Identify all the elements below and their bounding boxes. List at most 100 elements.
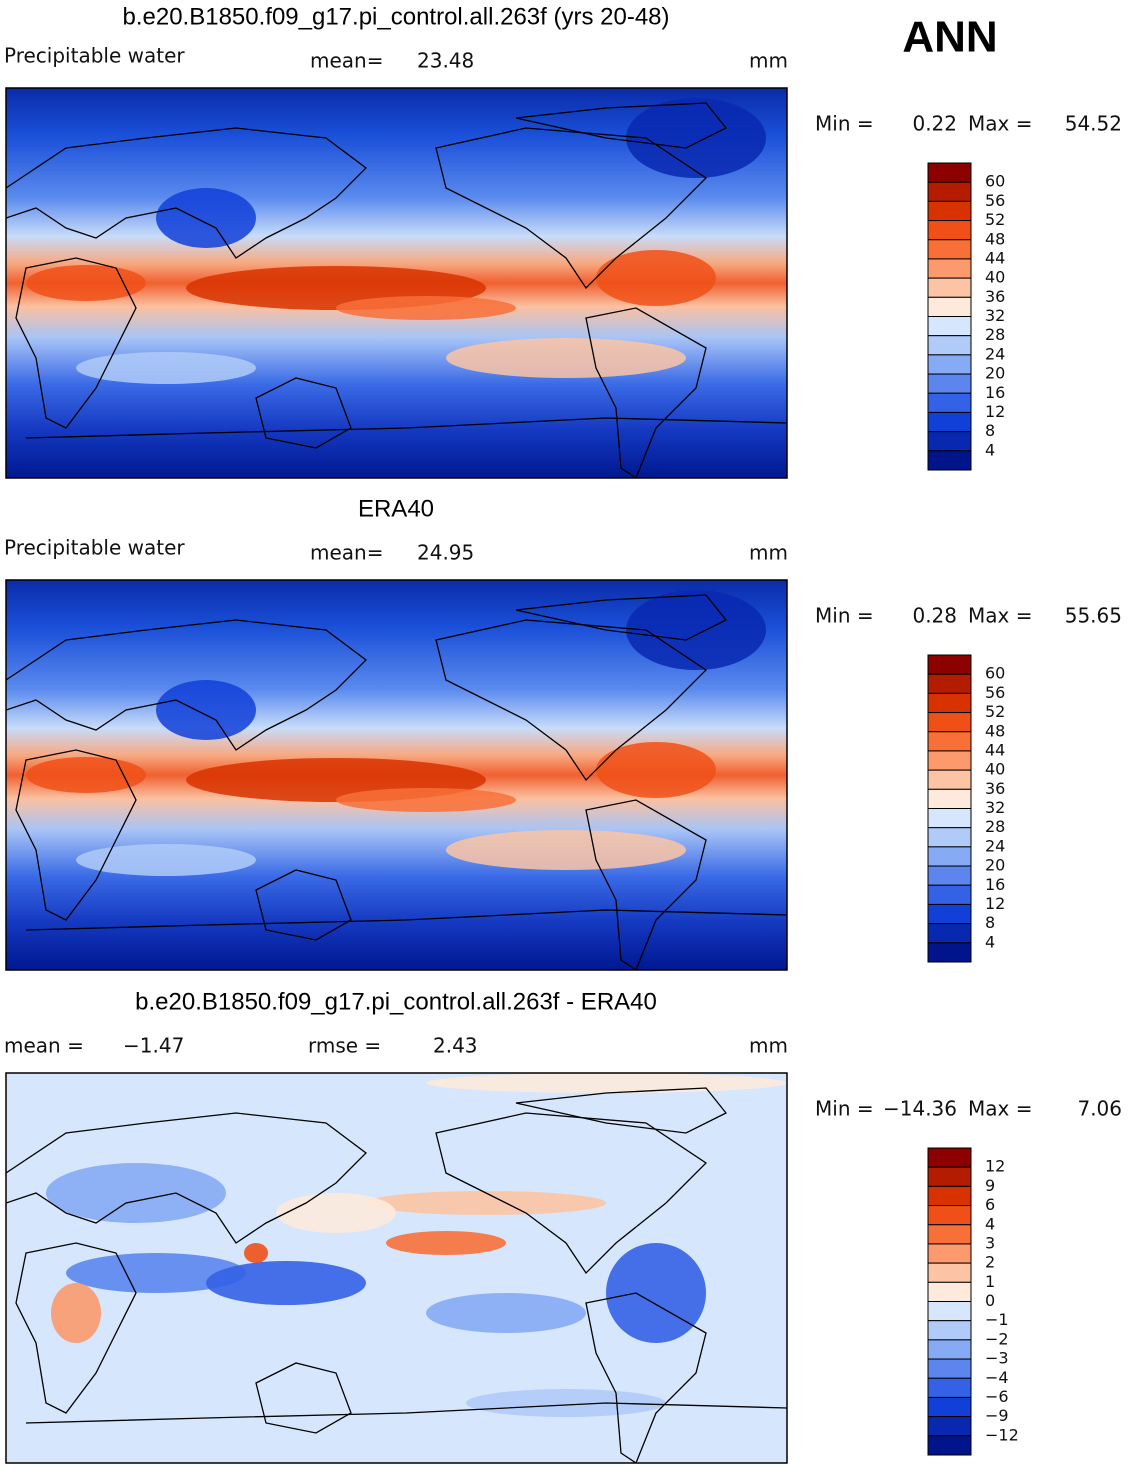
colorbar-box — [927, 1358, 972, 1379]
colorbar-box — [927, 827, 972, 848]
colorbar-box — [927, 654, 972, 675]
field-blob — [336, 296, 516, 320]
colorbar-label: −1 — [985, 1310, 1009, 1329]
colorbar-box — [927, 1262, 972, 1283]
coastline — [515, 594, 728, 641]
coastline — [255, 869, 352, 941]
colorbar-label: 3 — [985, 1233, 995, 1252]
max-label: Max = — [968, 1097, 1032, 1121]
colorbar-box — [927, 411, 972, 433]
colorbar-box — [927, 162, 972, 183]
field-blob — [606, 1243, 706, 1343]
colorbar-label: 4 — [985, 1214, 995, 1233]
units: mm — [749, 1034, 788, 1058]
field-blob — [156, 188, 256, 248]
colorbar-label: 36 — [985, 287, 1005, 306]
stat-value: −1.47 — [123, 1034, 184, 1058]
colorbar-box — [927, 1320, 972, 1341]
map-field — [6, 1073, 787, 1463]
panel: b.e20.B1850.f09_g17.pi_control.all.263f … — [4, 3, 1122, 479]
colorbar-label: 24 — [985, 836, 1005, 855]
colorbar-box — [927, 1147, 972, 1168]
coastline — [6, 619, 367, 751]
coastline — [515, 1087, 728, 1134]
colorbar-box — [927, 277, 972, 298]
colorbar-label: 12 — [985, 402, 1005, 421]
field-blob — [276, 1193, 396, 1233]
colorbar-label: 40 — [985, 268, 1005, 287]
coastline — [585, 799, 707, 970]
colorbar-label: 36 — [985, 779, 1005, 798]
colorbar-label: 16 — [985, 875, 1005, 894]
colorbar-box — [927, 1301, 972, 1322]
colorbar-label: 8 — [985, 913, 995, 932]
field-blob — [446, 830, 686, 870]
colorbar-box — [927, 239, 972, 260]
colorbar-box — [927, 1166, 972, 1187]
colorbar-label: 2 — [985, 1253, 995, 1272]
map-field — [6, 88, 787, 478]
colorbar-box — [927, 808, 972, 829]
coastline — [255, 377, 352, 449]
units: mm — [749, 541, 788, 565]
colorbar-label: 4 — [985, 932, 995, 951]
field-blob — [46, 1163, 226, 1223]
variable-label: Precipitable water — [4, 44, 185, 68]
min-value: 0.22 — [912, 112, 957, 136]
colorbar-label: 0 — [985, 1291, 995, 1310]
colorbar-box — [927, 923, 972, 944]
coastline — [25, 909, 787, 931]
colorbar-label: 16 — [985, 383, 1005, 402]
colorbar-label: 24 — [985, 344, 1005, 363]
stat-label: mean= — [310, 49, 383, 73]
panel-title: ERA40 — [358, 495, 434, 522]
colorbar-box — [927, 750, 972, 771]
colorbar-box — [927, 731, 972, 752]
panel-title: b.e20.B1850.f09_g17.pi_control.all.263f … — [122, 3, 669, 30]
stat-label: mean= — [310, 541, 383, 565]
field-blob — [51, 1283, 101, 1343]
coastline — [435, 1112, 708, 1275]
colorbar-label: −3 — [985, 1349, 1009, 1368]
map-frame — [5, 579, 788, 971]
units: mm — [749, 49, 788, 73]
colorbar-box — [927, 846, 972, 867]
field-blob — [336, 788, 516, 812]
colorbar-label: −12 — [985, 1425, 1019, 1444]
stat-label: mean = — [4, 1034, 84, 1058]
colorbar-label: 52 — [985, 210, 1005, 229]
min-label: Min = — [815, 112, 874, 136]
colorbar-label: 60 — [985, 664, 1005, 683]
colorbar-label: −2 — [985, 1329, 1009, 1348]
colorbar-box — [927, 1396, 972, 1418]
stat-value: 24.95 — [417, 541, 474, 565]
colorbar-box — [927, 692, 972, 714]
colorbar-label: 12 — [985, 894, 1005, 913]
colorbar-label: 1 — [985, 1272, 995, 1291]
colorbar-box — [927, 450, 972, 471]
colorbar-label: 28 — [985, 817, 1005, 836]
colorbar-label: −4 — [985, 1368, 1009, 1387]
coastline — [585, 1292, 707, 1463]
stat-label: rmse = — [308, 1034, 381, 1058]
colorbar-box — [927, 354, 972, 375]
colorbar-label: −9 — [985, 1406, 1009, 1425]
field-blob — [466, 1389, 666, 1417]
max-value: 54.52 — [1065, 112, 1122, 136]
colorbar-box — [927, 884, 972, 905]
colorbar-box — [927, 296, 972, 317]
colorbar-box — [927, 200, 972, 222]
colorbar-box — [927, 1243, 972, 1264]
colorbar-box — [927, 769, 972, 790]
panel: b.e20.B1850.f09_g17.pi_control.all.263f … — [4, 988, 1122, 1464]
min-label: Min = — [815, 1097, 874, 1121]
colorbar-box — [927, 316, 972, 337]
colorbar-box — [927, 1435, 972, 1456]
colorbar-box — [927, 373, 972, 394]
stat-value: 23.48 — [417, 49, 474, 73]
max-label: Max = — [968, 604, 1032, 628]
coastline — [255, 1362, 352, 1434]
colorbar-label: 48 — [985, 721, 1005, 740]
